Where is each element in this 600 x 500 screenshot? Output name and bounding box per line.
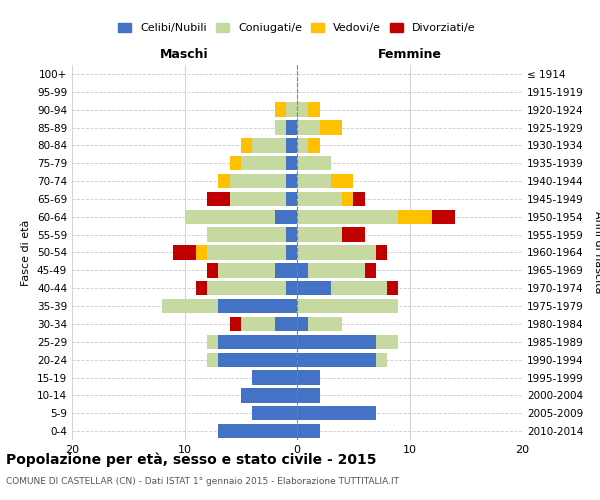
Bar [297,246,376,260]
Bar [331,281,387,295]
Bar [376,352,387,367]
Bar [308,317,342,331]
Bar [342,228,365,242]
Bar [308,102,320,117]
Bar [286,120,297,134]
Bar [308,263,365,278]
Bar [286,138,297,152]
Bar [286,246,297,260]
Bar [241,138,252,152]
Bar [297,299,398,313]
Bar [275,102,286,117]
Bar [286,174,297,188]
Bar [398,210,432,224]
Bar [297,388,320,402]
Bar [376,246,387,260]
Bar [229,156,241,170]
Text: Popolazione per età, sesso e stato civile - 2015: Popolazione per età, sesso e stato civil… [6,452,377,467]
Bar [229,192,286,206]
Bar [218,424,297,438]
Bar [218,299,297,313]
Text: Maschi: Maschi [160,48,209,62]
Bar [297,406,376,420]
Bar [207,281,286,295]
Bar [207,192,229,206]
Bar [286,228,297,242]
Bar [229,317,241,331]
Bar [297,138,308,152]
Y-axis label: Fasce di età: Fasce di età [22,220,31,286]
Bar [297,370,320,384]
Bar [275,120,286,134]
Bar [207,246,286,260]
Bar [308,138,320,152]
Bar [241,156,286,170]
Bar [218,174,229,188]
Bar [275,263,297,278]
Bar [297,174,331,188]
Bar [297,210,398,224]
Bar [297,334,376,349]
Bar [432,210,455,224]
Bar [218,334,297,349]
Bar [342,192,353,206]
Bar [365,263,376,278]
Bar [286,192,297,206]
Bar [286,102,297,117]
Bar [376,334,398,349]
Bar [196,281,207,295]
Bar [297,192,342,206]
Bar [297,352,376,367]
Bar [185,210,275,224]
Bar [286,156,297,170]
Bar [252,406,297,420]
Bar [331,174,353,188]
Bar [241,388,297,402]
Bar [275,210,297,224]
Bar [286,281,297,295]
Bar [387,281,398,295]
Bar [320,120,342,134]
Bar [207,228,286,242]
Text: COMUNE DI CASTELLAR (CN) - Dati ISTAT 1° gennaio 2015 - Elaborazione TUTTITALIA.: COMUNE DI CASTELLAR (CN) - Dati ISTAT 1°… [6,478,399,486]
Bar [252,138,286,152]
Bar [229,174,286,188]
Y-axis label: Anni di nascita: Anni di nascita [593,211,600,294]
Bar [297,281,331,295]
Bar [196,246,207,260]
Bar [252,370,297,384]
Bar [207,263,218,278]
Text: Femmine: Femmine [377,48,442,62]
Bar [297,156,331,170]
Bar [353,192,365,206]
Bar [173,246,196,260]
Legend: Celibi/Nubili, Coniugati/e, Vedovi/e, Divorziati/e: Celibi/Nubili, Coniugati/e, Vedovi/e, Di… [114,18,480,38]
Bar [218,352,297,367]
Bar [218,263,275,278]
Bar [275,317,297,331]
Bar [297,228,342,242]
Bar [207,334,218,349]
Bar [297,120,320,134]
Bar [207,352,218,367]
Bar [297,317,308,331]
Bar [162,299,218,313]
Bar [297,263,308,278]
Bar [297,424,320,438]
Bar [297,102,308,117]
Bar [241,317,275,331]
